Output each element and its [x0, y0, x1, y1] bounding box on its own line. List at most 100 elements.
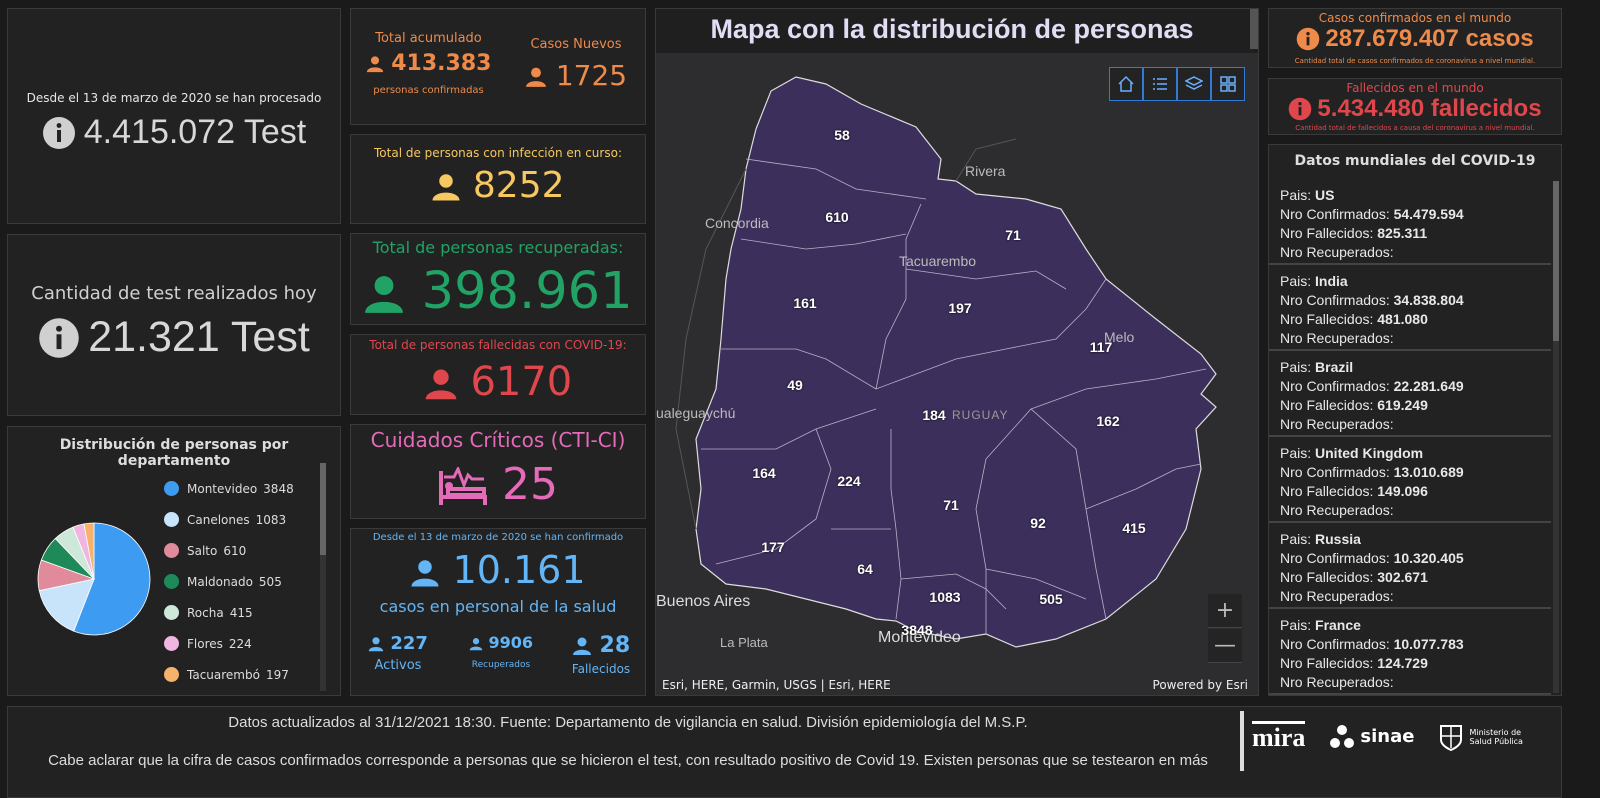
deceased-value: 6170	[470, 359, 573, 405]
country-deaths: 124.729	[1377, 655, 1428, 671]
legend-value: 505	[258, 574, 282, 589]
dept-maldonado[interactable]: 505	[1039, 591, 1063, 607]
country-recovered: Nro Recuperados:	[1280, 330, 1394, 346]
person-icon	[469, 637, 483, 650]
legend-item[interactable]: Rocha 415	[164, 597, 324, 628]
home-button[interactable]	[1109, 67, 1143, 101]
country-recovered: Nro Recuperados:	[1280, 502, 1394, 518]
distribution-title: Distribución de personas por departament…	[59, 437, 289, 469]
world-data-title: Datos mundiales del COVID-19	[1294, 153, 1536, 169]
person-icon	[366, 56, 383, 73]
dept-rivera[interactable]: 71	[1005, 227, 1021, 243]
uruguay-shape	[695, 76, 1217, 648]
world-cases-sub: Cantidad total de casos confirmados de c…	[1294, 57, 1536, 65]
world-deaths-sub: Cantidad total de fallecidos a causa del…	[1295, 124, 1535, 132]
map-attribution[interactable]: Esri, HERE, Garmin, USGS | Esri, HERE	[662, 678, 891, 692]
health-staff-panel: Desde el 13 de marzo de 2020 se han conf…	[350, 528, 646, 696]
dept-paysandu[interactable]: 161	[793, 295, 817, 311]
country-item[interactable]: Pais: United Kingdom Nro Confirmados: 13.…	[1269, 437, 1551, 523]
legend-item[interactable]: Maldonado 505	[164, 566, 324, 597]
city-melo: Melo	[1104, 329, 1135, 345]
country-list[interactable]: Pais: US Nro Confirmados: 54.479.594 Nro F…	[1269, 179, 1551, 695]
legend-value: 610	[223, 543, 247, 558]
country-deaths: 302.671	[1377, 569, 1428, 585]
active-value: 8252	[472, 165, 565, 206]
distribution-legend: Montevideo 3848 Canelones 1083 Salto 610 Maldo…	[164, 473, 324, 690]
cti-label: Cuidados Críticos (CTI-CI)	[370, 428, 626, 452]
dept-flores[interactable]: 224	[837, 473, 861, 489]
legend-item[interactable]: Canelones 1083	[164, 504, 324, 535]
country-item[interactable]: Pais: Russia Nro Confirmados: 10.320.405 N…	[1269, 523, 1551, 609]
map-panel[interactable]: Mapa con la distribución de personas Riv…	[655, 8, 1259, 696]
dept-montevideo[interactable]: 3848	[901, 622, 933, 638]
border-line	[715, 428, 832, 565]
country-list-scrollbar[interactable]	[1553, 181, 1559, 693]
city-tacuarembo: Tacuarembo	[899, 253, 977, 269]
country-confirmed: 10.320.405	[1393, 550, 1464, 566]
dept-florida[interactable]: 71	[943, 497, 959, 513]
dept-soriano[interactable]: 164	[752, 465, 776, 481]
country-item[interactable]: Pais: France Nro Confirmados: 10.077.783 N…	[1269, 609, 1551, 695]
country-name: India	[1315, 273, 1348, 289]
dept-colonia[interactable]: 177	[761, 539, 785, 555]
legend-item[interactable]: Tacuarembó 197	[164, 659, 324, 690]
dept-artigas[interactable]: 58	[834, 127, 850, 143]
map-scrollbar[interactable]	[1250, 9, 1258, 49]
health-deceased: 28 Fallecidos	[561, 633, 641, 676]
legend-value: 415	[229, 605, 253, 620]
dept-canelones[interactable]: 1083	[929, 589, 961, 605]
dept-treinta-y-tres[interactable]: 162	[1096, 413, 1120, 429]
country-item[interactable]: Pais: Brazil Nro Confirmados: 22.281.649 N…	[1269, 351, 1551, 437]
country-item[interactable]: Pais: US Nro Confirmados: 54.479.594 Nro F…	[1269, 179, 1551, 265]
country-deaths: 619.249	[1377, 397, 1428, 413]
legend-item[interactable]: Salto 610	[164, 535, 324, 566]
dept-cerro-largo[interactable]: 117	[1089, 339, 1113, 355]
dept-san-jose[interactable]: 64	[857, 561, 873, 577]
border-line	[721, 348, 877, 390]
distribution-pie-chart[interactable]	[36, 521, 152, 637]
country-confirmed: 22.281.649	[1393, 378, 1464, 394]
basemap-button[interactable]	[1211, 67, 1245, 101]
city-concordia: Concordia	[705, 215, 769, 231]
dept-rocha[interactable]: 415	[1122, 520, 1146, 536]
dept-rio-negro[interactable]: 49	[787, 377, 803, 393]
home-icon	[1118, 75, 1134, 92]
dept-lavalleja[interactable]: 92	[1030, 515, 1046, 531]
dept-tacuarembo[interactable]: 197	[948, 300, 972, 316]
layers-button[interactable]	[1177, 67, 1211, 101]
map-powered-by[interactable]: Powered by Esri	[1152, 678, 1248, 692]
border-line	[1085, 508, 1107, 620]
country-deaths: 825.311	[1377, 225, 1428, 241]
legend-scrollbar[interactable]	[320, 463, 326, 691]
legend-item[interactable]: Flores 224	[164, 628, 324, 659]
zoom-in-button[interactable]: +	[1208, 594, 1242, 628]
zoom-out-button[interactable]: —	[1208, 629, 1242, 663]
health-caption: Desde el 13 de marzo de 2020 se han conf…	[372, 532, 624, 543]
city-gualeguaychu: ualeguaychú	[656, 405, 736, 421]
pie-slice[interactable]	[73, 522, 151, 636]
country-item[interactable]: Pais: India Nro Confirmados: 34.838.804 Nr…	[1269, 265, 1551, 351]
sinae-text: sinae	[1360, 726, 1415, 747]
legend-item[interactable]: Montevideo 3848	[164, 473, 324, 504]
city-rivera: Rivera	[965, 163, 1006, 179]
world-cases-value: 287.679.407 casos	[1325, 25, 1534, 52]
recovered-label: Total de personas recuperadas:	[372, 238, 624, 257]
legend-name: Rocha	[187, 605, 224, 620]
legend-name: Tacuarembó	[187, 667, 260, 682]
dept-salto[interactable]: 610	[825, 209, 849, 225]
dept-durazno[interactable]: 184	[922, 407, 946, 423]
uruguay-map[interactable]	[656, 9, 1259, 696]
person-icon	[411, 559, 439, 586]
legend-swatch	[164, 481, 179, 496]
person-icon	[526, 67, 546, 87]
msp-text: Ministerio de Salud Pública	[1469, 727, 1523, 746]
legend-button[interactable]	[1143, 67, 1177, 101]
footer-update-text: Datos actualizados al 31/12/2021 18:30. …	[228, 714, 1028, 731]
active-infections-panel: Total de personas con infección en curso…	[350, 134, 646, 224]
border-line	[1030, 368, 1207, 410]
pie-slice[interactable]	[38, 578, 95, 632]
world-cases-label: Casos confirmados en el mundo	[1318, 11, 1512, 25]
country-recovered: Nro Recuperados:	[1280, 244, 1394, 260]
pie-slice[interactable]	[83, 522, 95, 580]
info-icon	[1289, 97, 1312, 121]
